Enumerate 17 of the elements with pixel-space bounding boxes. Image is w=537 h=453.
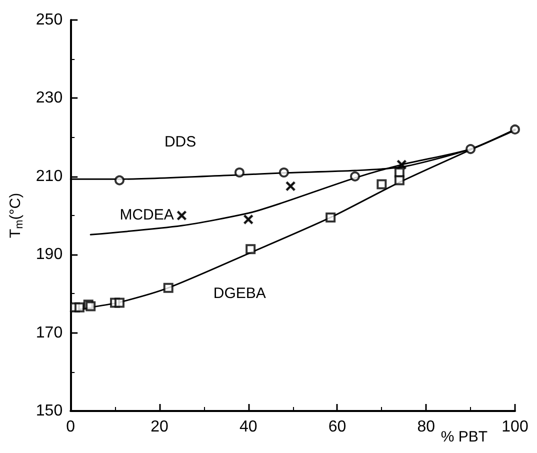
y-tick-label: 230 — [36, 90, 63, 107]
y-axis-title: Tm(°C) — [7, 192, 26, 238]
x-tick-label: 20 — [150, 418, 168, 436]
x-tick-label: 0 — [66, 418, 76, 436]
y-tick-label: 170 — [36, 324, 63, 342]
text: DDS — [164, 133, 196, 150]
y-tick-label: 250 — [36, 12, 63, 28]
x-tick-label: 100 — [502, 418, 528, 436]
y-tick-label: 210 — [36, 168, 63, 185]
x-tick-label: 40 — [239, 418, 258, 436]
series-label: MCDEA — [120, 206, 174, 224]
x-axis-title: % PBT — [440, 428, 488, 446]
y-tick-label: 190 — [36, 246, 63, 264]
y-tick-label: 150 — [36, 402, 63, 420]
x-tick-label: 60 — [328, 418, 346, 436]
x-tick-label: 80 — [417, 418, 436, 436]
text: DGEBA — [213, 284, 266, 302]
